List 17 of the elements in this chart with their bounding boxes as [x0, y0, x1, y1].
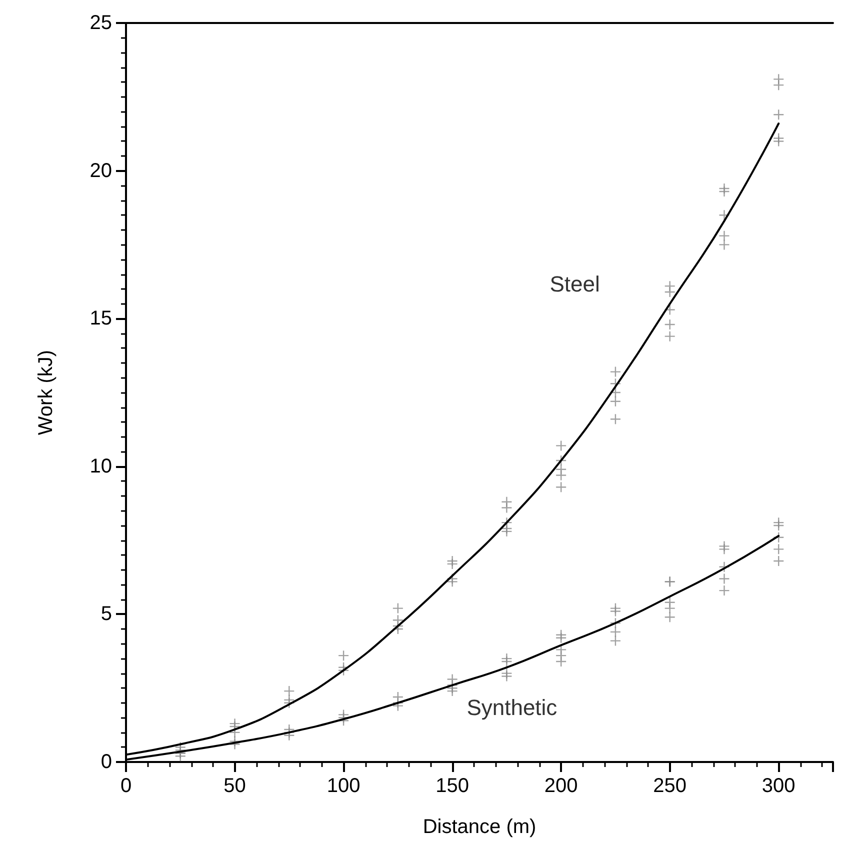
y-tick-label: 15	[90, 308, 112, 330]
x-tick-label: 250	[653, 775, 687, 797]
x-tick-label: 200	[544, 775, 578, 797]
x-tick-label: 100	[326, 775, 360, 797]
y-tick-label: 10	[90, 455, 112, 478]
x-tick-label: 0	[120, 775, 132, 797]
y-axis-title: Work (kJ)	[35, 350, 57, 436]
x-tick-label: 50	[224, 775, 246, 797]
y-tick-label: 20	[90, 160, 112, 182]
annotation: Steel	[550, 271, 600, 296]
x-tick-label: 150	[436, 775, 469, 797]
y-tick-label: 0	[100, 751, 112, 773]
x-axis-title: Distance (m)	[422, 816, 536, 838]
y-tick-label: 25	[90, 12, 112, 34]
y-tick-label: 5	[100, 603, 112, 626]
annotation: Synthetic	[466, 694, 558, 720]
x-tick-label: 300	[762, 775, 796, 797]
